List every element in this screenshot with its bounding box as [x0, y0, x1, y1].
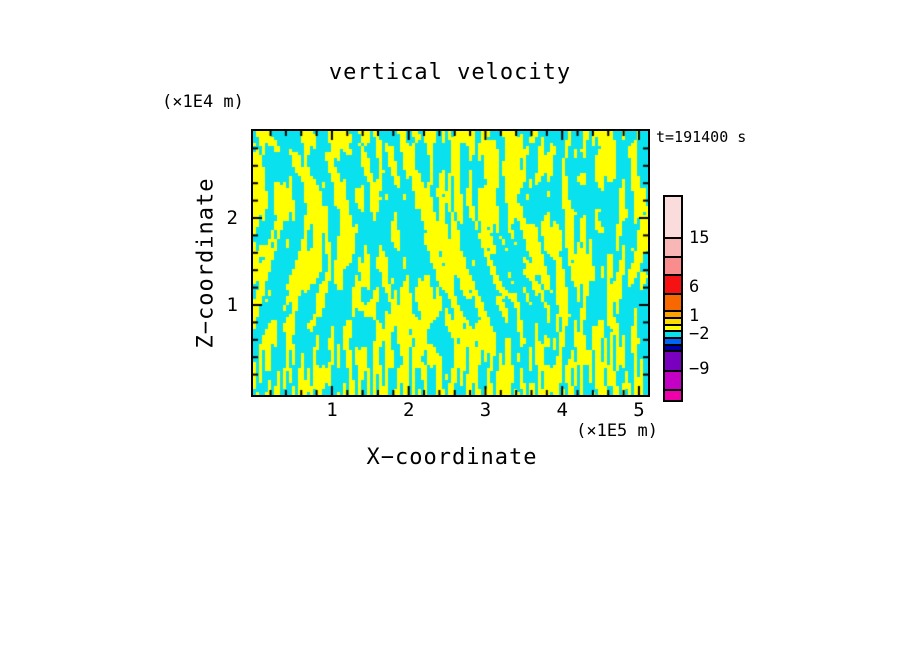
colorbar-segment: [665, 317, 681, 324]
colorbar-segment: [665, 237, 681, 256]
colorbar-segment: [665, 256, 681, 274]
y-tick-label: 1: [226, 294, 238, 316]
x-tick-label: 5: [633, 399, 645, 421]
colorbar-segment: [665, 337, 681, 344]
chart-title: vertical velocity: [328, 60, 572, 85]
y-axis-unit-label: (×1E4 m): [162, 92, 244, 112]
colorbar-value-label: 6: [689, 277, 700, 297]
y-axis-title: Z−coordinate: [193, 177, 219, 349]
colorbar-value-label: 1: [689, 306, 700, 326]
velocity-field-canvas: [253, 131, 648, 395]
colorbar-value-label: −2: [689, 324, 710, 344]
x-tick-label: 1: [326, 399, 338, 421]
colorbar-segment: [665, 350, 681, 370]
colorbar-segment: [665, 344, 681, 350]
colorbar-segment: [665, 197, 681, 237]
colorbar-segment: [665, 274, 681, 293]
x-tick-label: 3: [479, 399, 492, 421]
x-tick-label: 2: [402, 399, 415, 421]
colorbar: [663, 195, 683, 402]
x-tick-label: 4: [556, 399, 568, 421]
plot-area: [251, 129, 650, 397]
time-annotation: t=191400 s: [656, 128, 747, 146]
colorbar-segment: [665, 293, 681, 310]
colorbar-segment: [665, 324, 681, 330]
colorbar-value-label: −9: [689, 359, 710, 379]
colorbar-segment: [665, 310, 681, 317]
colorbar-segment: [665, 370, 681, 389]
colorbar-segment: [665, 389, 681, 400]
colorbar-value-label: 15: [689, 228, 710, 248]
colorbar-segment: [665, 330, 681, 337]
x-axis-unit-label: (×1E5 m): [576, 421, 658, 441]
x-axis-title: X−coordinate: [366, 445, 538, 470]
y-tick-label: 2: [226, 207, 238, 229]
